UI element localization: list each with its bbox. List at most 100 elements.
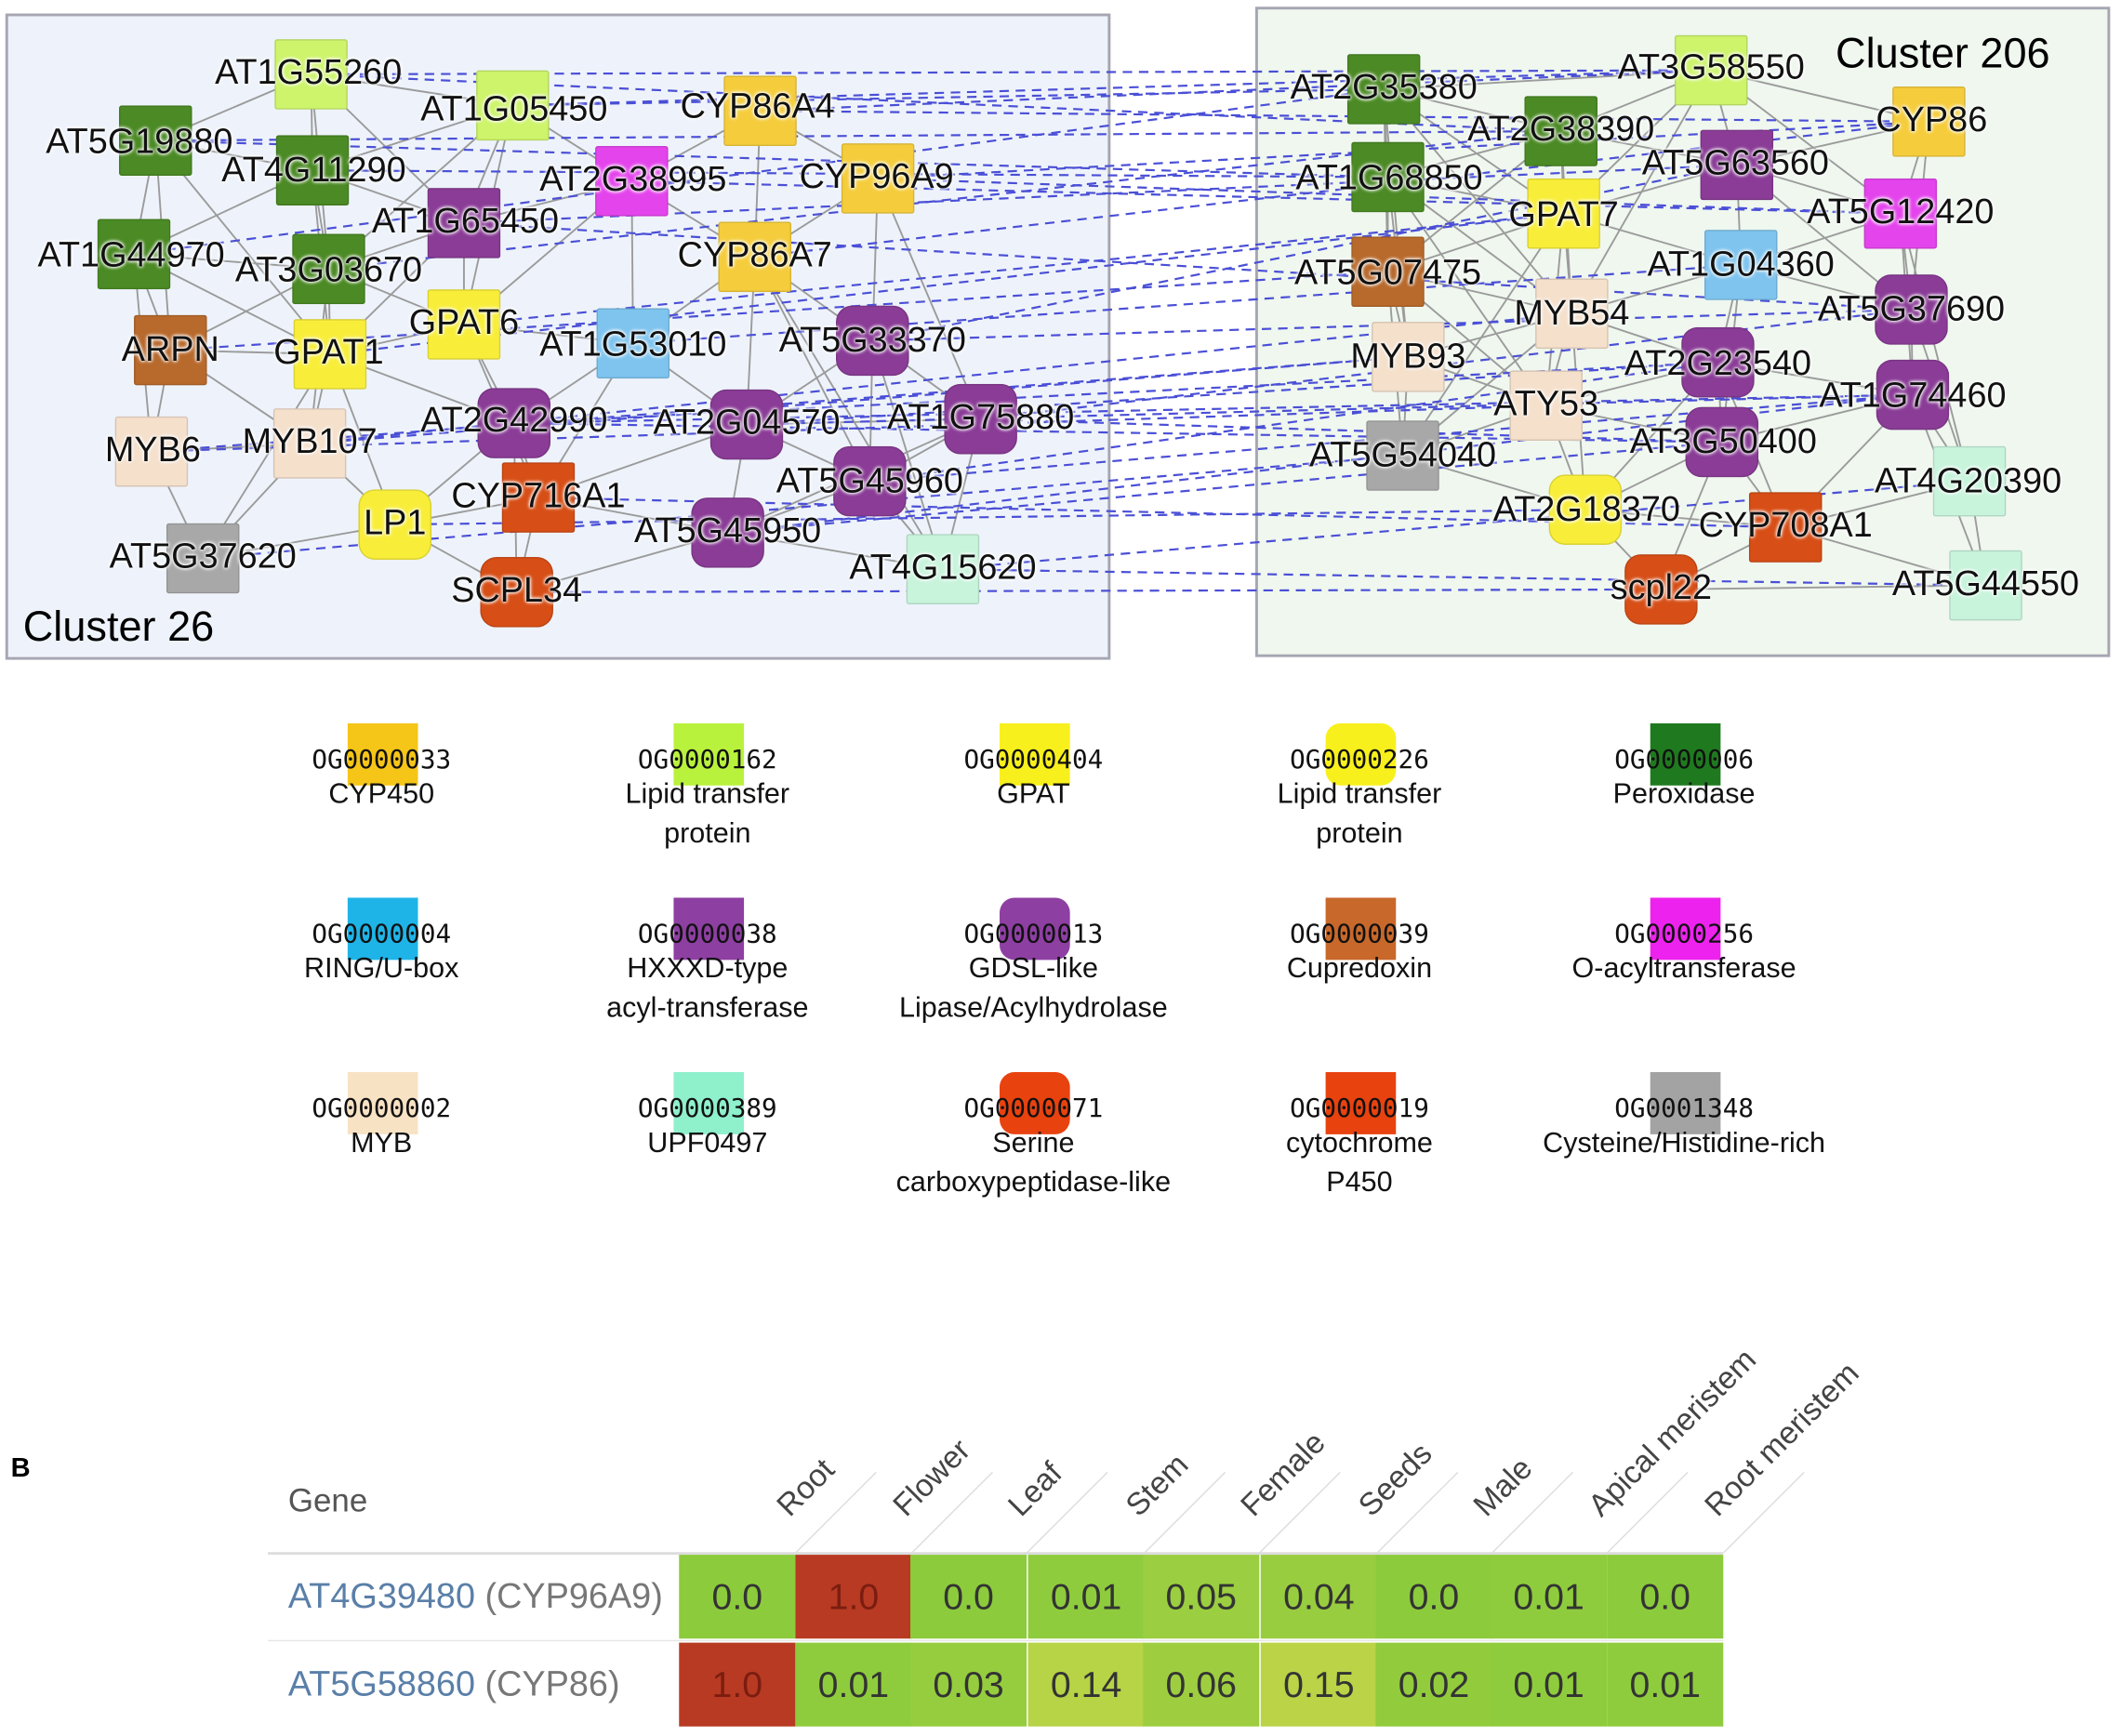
- node-at5g54040: [1366, 420, 1439, 491]
- ortholog-link: [155, 129, 1561, 142]
- node-label: AT5G07475: [1293, 251, 1482, 293]
- node-label: AT1G74460: [1819, 374, 2007, 416]
- gene-link[interactable]: AT5G58860: [287, 1663, 476, 1704]
- node-label: AT5G33370: [778, 319, 966, 360]
- heatmap-cell: 0.0: [910, 1555, 1027, 1639]
- gene-column-header: Gene: [287, 1483, 368, 1520]
- heatmap-cell: 0.14: [1027, 1642, 1145, 1727]
- legend-og-id: OG0000226: [1290, 745, 1429, 775]
- legend-og-id: OG0000033: [312, 745, 452, 775]
- ortholog-link: [394, 509, 1585, 526]
- column-header-male: Male: [1465, 1450, 1539, 1523]
- heatmap-cell: 0.01: [1491, 1642, 1608, 1727]
- coexpression-edge: [753, 256, 871, 483]
- node-myb93: [1372, 322, 1445, 392]
- node-at1g53010: [596, 308, 670, 379]
- coexpression-edge: [1661, 584, 1986, 590]
- ortholog-link: [463, 164, 1737, 224]
- node-label: AT5G19880: [46, 120, 233, 162]
- node-at1g74460: [1876, 359, 1950, 431]
- node-label: AT2G38390: [1467, 108, 1655, 149]
- node-label: AT2G23540: [1624, 341, 1812, 383]
- node-gpat6: [427, 289, 501, 360]
- ortholog-link: [329, 212, 1564, 356]
- node-at1g68850: [1351, 141, 1425, 213]
- node-lp1: [358, 489, 432, 560]
- ortholog-link: [632, 263, 1742, 345]
- node-label: AT1G65450: [371, 200, 559, 241]
- node-label: GPAT1: [273, 331, 384, 372]
- gene-row-label: AT5G58860 (CYP86): [288, 1663, 620, 1704]
- legend-swatch: [1325, 722, 1397, 786]
- node-label: AT5G37690: [1817, 287, 2006, 329]
- legend-description: carboxypeptidase-like: [895, 1166, 1172, 1199]
- ortholog-link: [980, 308, 1912, 420]
- legend-swatch: [1650, 897, 1721, 961]
- coexpression-edge: [154, 139, 331, 355]
- node-label: ARPN: [121, 328, 219, 369]
- node-at2g38390: [1524, 96, 1598, 166]
- legend-swatch: [1000, 722, 1070, 786]
- column-header-flower: Flower: [885, 1431, 977, 1523]
- panel-label-b: B: [10, 1453, 31, 1484]
- heatmap-cell: 0.05: [1143, 1555, 1260, 1639]
- node-at5g45960: [833, 445, 907, 517]
- node-label: AT4G20390: [1875, 459, 2062, 500]
- row-divider: [268, 1639, 1724, 1642]
- node-cyp86a4: [723, 75, 797, 147]
- ortholog-link: [170, 271, 1388, 351]
- node-at5g44550: [1949, 550, 2022, 621]
- node-arpn: [134, 314, 207, 386]
- legend-description: Cupredoxin: [1286, 953, 1433, 985]
- coexpression-edge: [871, 340, 944, 570]
- node-label: MYB93: [1350, 335, 1466, 377]
- column-header-seeds: Seeds: [1351, 1435, 1438, 1523]
- node-at2g18370: [1548, 474, 1623, 545]
- node-label: AT1G44970: [37, 233, 225, 275]
- coexpression-edge: [877, 178, 982, 420]
- legend-description: protein: [664, 817, 751, 850]
- node-myb6: [114, 416, 189, 487]
- heatmap-cell: 0.04: [1260, 1555, 1377, 1639]
- legend-og-id: OG0000004: [312, 919, 452, 949]
- column-header-leaf: Leaf: [1001, 1454, 1069, 1523]
- node-label: MYB6: [104, 428, 201, 470]
- legend-og-id: OG0000019: [1290, 1093, 1429, 1124]
- node-at2g42990: [477, 388, 551, 458]
- heatmap-cell: 0.01: [1491, 1555, 1608, 1639]
- legend-og-id: OG0000002: [312, 1093, 452, 1124]
- gene-name: (CYP96A9): [475, 1574, 663, 1616]
- node-label: AT5G12420: [1807, 191, 1995, 232]
- ortholog-link: [942, 568, 1986, 587]
- node-at2g23540: [1681, 326, 1755, 398]
- legend-og-id: OG0001348: [1614, 1093, 1754, 1124]
- node-gpat1: [293, 319, 367, 390]
- node-label: AT2G04570: [653, 401, 841, 443]
- node-at3g50400: [1685, 406, 1759, 478]
- coexpression-edge: [1386, 176, 1547, 406]
- node-label: MYB107: [242, 420, 378, 461]
- node-label: AT5G44550: [1891, 562, 2080, 603]
- legend-description: Lipase/Acylhydrolase: [899, 992, 1168, 1024]
- legend-description: GPAT: [997, 778, 1070, 810]
- node-label: scpl22: [1610, 566, 1713, 607]
- ortholog-link: [760, 110, 1929, 123]
- node-label: ATY53: [1493, 382, 1599, 424]
- legend-description: acyl-transferase: [606, 992, 809, 1024]
- cluster-26-label: Cluster 26: [22, 603, 215, 651]
- legend-swatch: [347, 897, 418, 961]
- legend-description: O-acyltransferase: [1571, 953, 1796, 985]
- legend-og-id: OG0000162: [637, 745, 777, 775]
- node-label: CYP716A1: [451, 474, 626, 515]
- node-cyp86: [1892, 86, 1966, 157]
- gene-link[interactable]: AT4G39480: [287, 1574, 476, 1616]
- legend-description: Lipid transfer: [1277, 778, 1442, 810]
- legend-swatch: [1650, 722, 1721, 786]
- node-at1g04360: [1703, 230, 1778, 300]
- node-label: AT2G35380: [1290, 66, 1478, 107]
- ortholog-link: [155, 139, 1388, 179]
- node-at5g33370: [836, 305, 909, 377]
- legend-description: protein: [1316, 817, 1403, 850]
- node-label: AT1G05450: [420, 87, 608, 129]
